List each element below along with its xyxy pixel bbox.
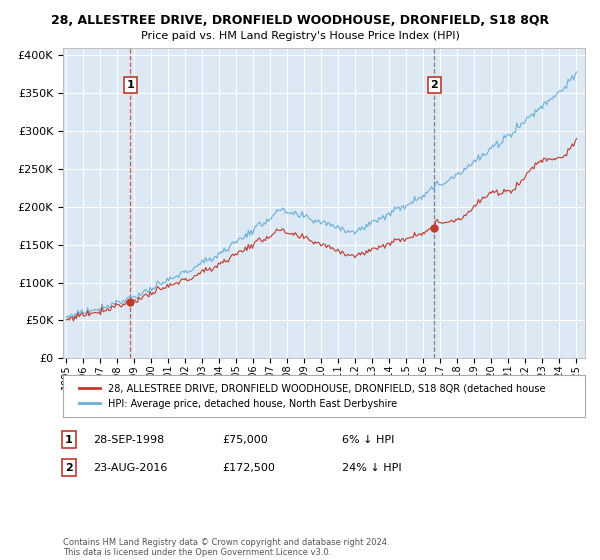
Text: Contains HM Land Registry data © Crown copyright and database right 2024.
This d: Contains HM Land Registry data © Crown c… <box>63 538 389 557</box>
Text: £172,500: £172,500 <box>222 463 275 473</box>
Text: 6% ↓ HPI: 6% ↓ HPI <box>342 435 394 445</box>
Text: 1: 1 <box>65 435 73 445</box>
Text: 2: 2 <box>65 463 73 473</box>
Text: 28-SEP-1998: 28-SEP-1998 <box>93 435 164 445</box>
Legend: 28, ALLESTREE DRIVE, DRONFIELD WOODHOUSE, DRONFIELD, S18 8QR (detached house, HP: 28, ALLESTREE DRIVE, DRONFIELD WOODHOUSE… <box>73 378 551 414</box>
Text: 24% ↓ HPI: 24% ↓ HPI <box>342 463 401 473</box>
Text: 1: 1 <box>126 80 134 90</box>
Text: 2: 2 <box>430 80 438 90</box>
Text: Price paid vs. HM Land Registry's House Price Index (HPI): Price paid vs. HM Land Registry's House … <box>140 31 460 41</box>
Text: £75,000: £75,000 <box>222 435 268 445</box>
Text: 28, ALLESTREE DRIVE, DRONFIELD WOODHOUSE, DRONFIELD, S18 8QR: 28, ALLESTREE DRIVE, DRONFIELD WOODHOUSE… <box>51 14 549 27</box>
Text: 23-AUG-2016: 23-AUG-2016 <box>93 463 167 473</box>
